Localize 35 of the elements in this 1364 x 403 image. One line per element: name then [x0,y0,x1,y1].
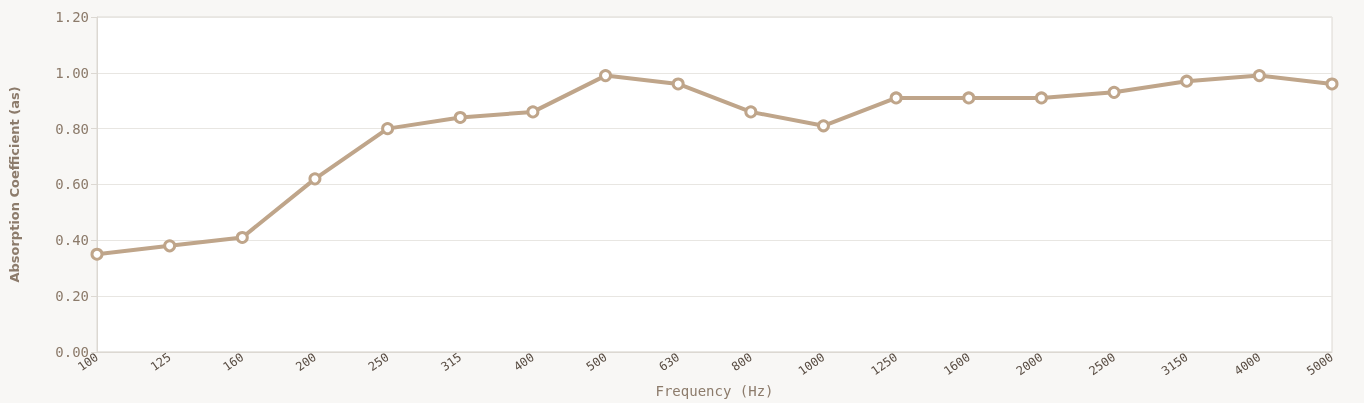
x-tick-label: 500 [583,350,610,375]
x-tick-label: 125 [147,350,174,375]
point [744,105,758,119]
x-tick-label: 160 [220,350,247,375]
point [453,110,467,124]
point [1180,74,1194,88]
point [1107,85,1121,99]
point [889,91,903,105]
x-tick-label: 200 [293,350,319,375]
point [1034,91,1048,105]
y-tick-label: 0.60 [55,176,89,193]
x-tick-label: 630 [656,350,683,375]
point [235,230,249,244]
x-tick-label: 250 [365,350,392,375]
y-tick-label: 1.20 [55,9,89,25]
x-axis-title: Frequency (Hz) [655,383,774,399]
point [671,77,685,91]
point [1252,69,1266,83]
y-tick-label: 0.20 [55,288,89,305]
point [163,239,177,253]
y-tick-label: 0.40 [55,232,89,249]
point [90,247,104,261]
x-tick-label: 315 [438,350,465,375]
point [962,91,976,105]
y-axis-title: Absorption Coefficient (as) [7,86,22,283]
point [816,119,830,133]
point [381,122,395,136]
x-tick-label: 400 [511,350,537,375]
point [526,105,540,119]
point [1325,77,1339,91]
y-tick-label: 0.80 [55,120,89,137]
x-tick-label: 800 [729,350,755,375]
point [308,172,322,186]
point [599,69,613,83]
y-tick-label: 1.00 [55,64,89,81]
